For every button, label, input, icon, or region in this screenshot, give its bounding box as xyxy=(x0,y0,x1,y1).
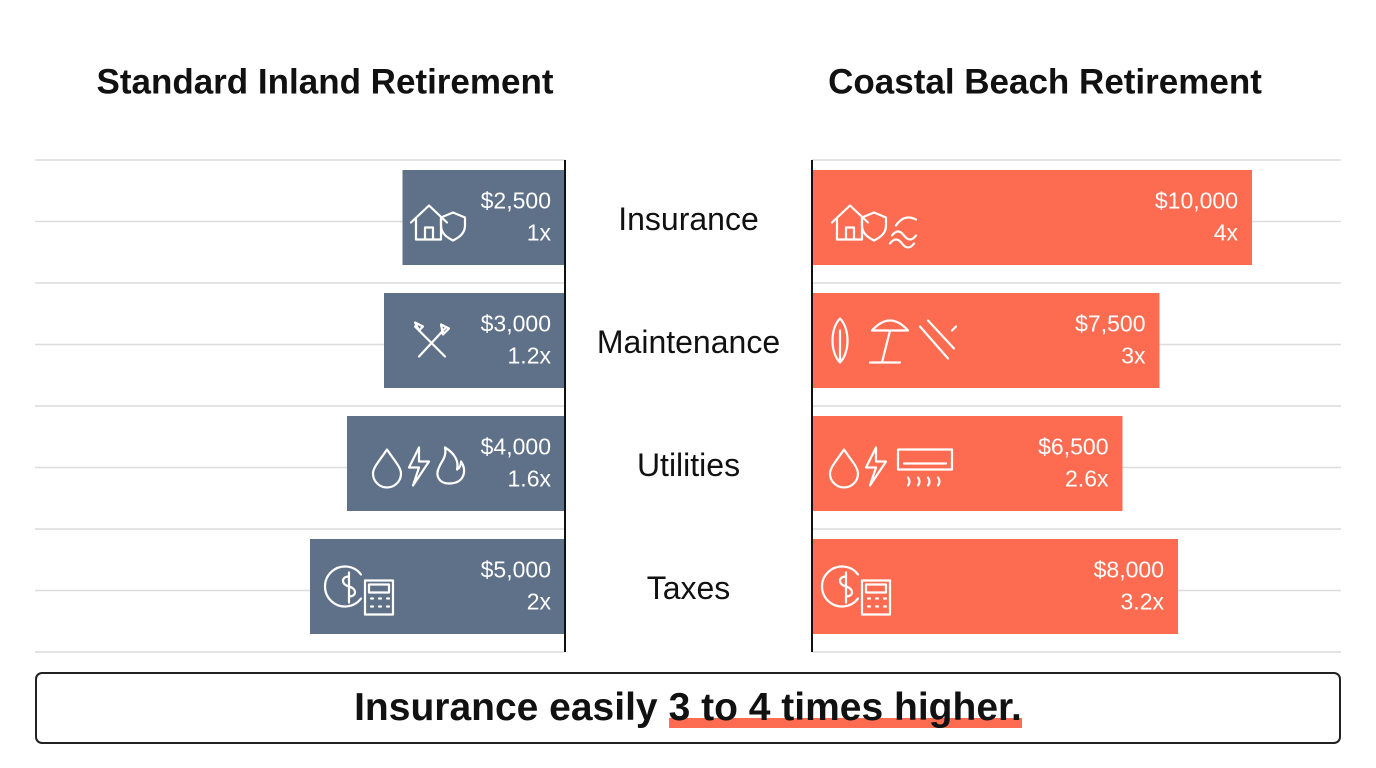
footnote: Insurance easily xyxy=(354,686,658,729)
value-label: $4,000 xyxy=(481,434,551,460)
icon-stroke xyxy=(363,579,395,616)
icon xyxy=(828,446,954,489)
icon-stroke xyxy=(323,565,363,608)
icon-stroke xyxy=(407,446,431,487)
multiplier-label: 3.2x xyxy=(1121,589,1165,615)
bar xyxy=(812,416,1123,511)
icon-stroke xyxy=(896,448,954,487)
bar xyxy=(347,416,565,511)
value-label: $8,000 xyxy=(1094,557,1164,583)
icon-stroke xyxy=(860,579,892,616)
icon-stroke xyxy=(371,448,403,489)
icon-stroke xyxy=(831,317,849,364)
value-label: $2,500 xyxy=(481,188,551,214)
icon-stroke xyxy=(860,211,888,242)
value-label: $5,000 xyxy=(481,557,551,583)
icon xyxy=(371,446,466,489)
icon-stroke xyxy=(864,446,888,487)
series-title: Standard Inland Retirement xyxy=(96,62,553,101)
bar xyxy=(812,293,1160,388)
value-label: $3,000 xyxy=(481,311,551,337)
category-label: Insurance xyxy=(618,201,759,237)
footnote-highlight: 3 to 4 times higher. xyxy=(668,686,1022,730)
icon-stroke xyxy=(436,446,466,485)
multiplier-label: 2x xyxy=(527,589,552,615)
icon-stroke xyxy=(820,565,860,608)
bar xyxy=(812,170,1252,265)
icon-stroke xyxy=(918,319,958,360)
footnote-box: Insurance easily 3 to 4 times higher. xyxy=(35,672,1341,744)
multiplier-label: 1.6x xyxy=(508,466,552,492)
value-label: $10,000 xyxy=(1155,188,1238,214)
icon-stroke xyxy=(413,321,451,358)
multiplier-label: 2.6x xyxy=(1065,466,1109,492)
multiplier-label: 1.2x xyxy=(508,343,552,369)
icon xyxy=(409,204,467,242)
icon xyxy=(820,565,892,616)
multiplier-label: 1x xyxy=(527,220,552,246)
bar xyxy=(384,293,565,388)
category-label: Utilities xyxy=(637,447,740,483)
icon-stroke xyxy=(868,319,910,364)
multiplier-label: 4x xyxy=(1214,220,1239,246)
icon xyxy=(830,204,918,249)
bar xyxy=(812,539,1178,634)
icon xyxy=(323,565,395,616)
category-label: Maintenance xyxy=(597,324,780,360)
bar xyxy=(310,539,565,634)
icon xyxy=(413,321,451,358)
icon xyxy=(831,317,958,364)
series-title: Coastal Beach Retirement xyxy=(828,62,1262,101)
icon-stroke xyxy=(888,216,918,249)
icon-stroke xyxy=(439,211,467,242)
chart: Standard Inland Retirement Coastal Beach… xyxy=(35,62,1341,653)
icon-stroke xyxy=(828,448,860,489)
multiplier-label: 3x xyxy=(1121,343,1146,369)
value-label: $6,500 xyxy=(1038,434,1108,460)
category-label: Taxes xyxy=(647,570,731,606)
bar xyxy=(402,170,565,265)
value-label: $7,500 xyxy=(1075,311,1145,337)
